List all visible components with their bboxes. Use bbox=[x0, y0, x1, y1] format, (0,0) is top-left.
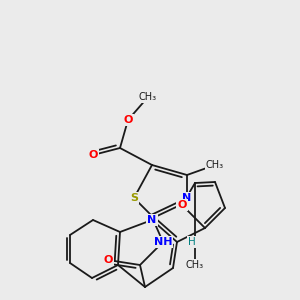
Text: CH₃: CH₃ bbox=[186, 260, 204, 270]
Text: O: O bbox=[177, 200, 187, 210]
Text: O: O bbox=[103, 255, 113, 265]
Text: S: S bbox=[130, 193, 138, 203]
Text: O: O bbox=[88, 150, 98, 160]
Text: NH: NH bbox=[154, 237, 172, 247]
Text: CH₃: CH₃ bbox=[206, 160, 224, 170]
Text: O: O bbox=[123, 115, 133, 125]
Text: N: N bbox=[147, 215, 157, 225]
Text: H: H bbox=[188, 237, 196, 247]
Text: N: N bbox=[182, 193, 192, 203]
Text: CH₃: CH₃ bbox=[139, 92, 157, 102]
